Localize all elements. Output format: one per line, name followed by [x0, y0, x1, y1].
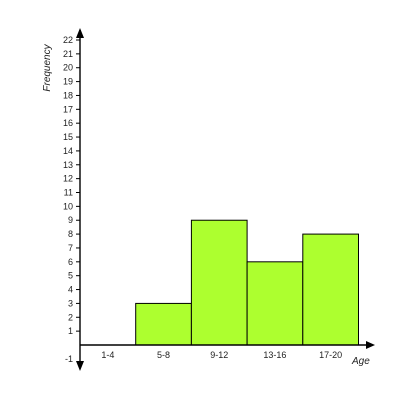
y-tick-label: 21 — [63, 49, 73, 59]
y-tick-label: 13 — [63, 160, 73, 170]
y-tick-label: 22 — [63, 35, 73, 45]
y-axis-arrow-up-icon — [76, 28, 84, 38]
y-tick-label: 4 — [68, 285, 73, 295]
x-tick-label: 9-12 — [210, 350, 228, 360]
y-tick-label: 8 — [68, 229, 73, 239]
y-tick-label: 15 — [63, 132, 73, 142]
bar-17-20 — [302, 233, 359, 346]
y-tick-label: 16 — [63, 118, 73, 128]
x-tick-label: 13-16 — [263, 350, 286, 360]
axes-group — [76, 28, 375, 371]
bars-group — [135, 219, 359, 346]
bar-5-8 — [135, 302, 192, 346]
x-tick-label: 5-8 — [157, 350, 170, 360]
y-tick-label: 7 — [68, 243, 73, 253]
y-tick-label: 9 — [68, 215, 73, 225]
y-tick-label: 10 — [63, 201, 73, 211]
y-tick-label: 12 — [63, 174, 73, 184]
y-tick-label: 3 — [68, 298, 73, 308]
bar-13-16 — [246, 261, 304, 346]
y-tick-label: 17 — [63, 104, 73, 114]
y-tick-label: 19 — [63, 77, 73, 87]
x-axis-title: Age — [351, 356, 370, 367]
y-tick-label: 11 — [64, 188, 73, 198]
y-tick-label: 1 — [68, 326, 73, 336]
y-tick-label: 2 — [68, 312, 73, 322]
x-tick-label: 1-4 — [101, 350, 114, 360]
y-tick-label: 20 — [63, 63, 73, 73]
y-tick-label: 5 — [68, 271, 73, 281]
y-axis-title: Frequency — [42, 43, 53, 91]
y-tick-label: -1 — [65, 354, 73, 364]
y-tick-label: 6 — [68, 257, 73, 267]
y-axis-arrow-down-icon — [76, 361, 84, 371]
y-tick-label: 18 — [63, 90, 73, 100]
bar-9-12 — [190, 219, 248, 346]
x-axis-arrow-icon — [366, 341, 375, 349]
x-tick-label: 17-20 — [319, 350, 342, 360]
y-tick-label: 14 — [63, 146, 73, 156]
x-ticks-group: 1-4 5-8 9-12 13-16 17-20 — [101, 350, 342, 360]
